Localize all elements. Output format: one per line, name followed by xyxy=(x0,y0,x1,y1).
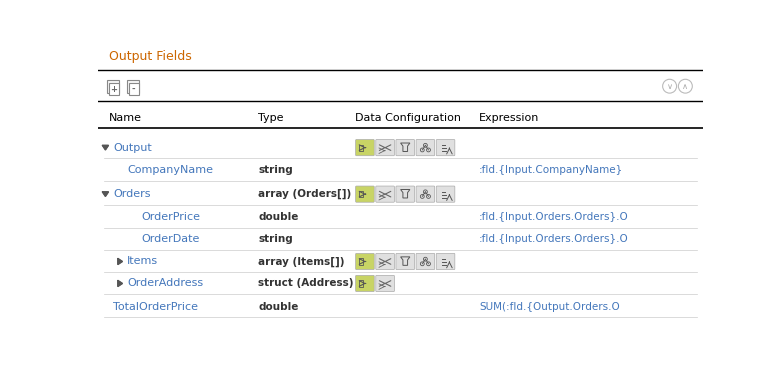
Text: CompanyName: CompanyName xyxy=(127,165,213,175)
Text: Output: Output xyxy=(113,143,152,153)
Text: +: + xyxy=(110,85,117,94)
Bar xyxy=(358,258,363,265)
Text: struct (Address): struct (Address) xyxy=(258,279,354,288)
Bar xyxy=(358,191,363,197)
FancyBboxPatch shape xyxy=(109,83,119,96)
FancyBboxPatch shape xyxy=(355,275,374,292)
Text: :fld.{Input.Orders.Orders}.O: :fld.{Input.Orders.Orders}.O xyxy=(479,234,629,244)
FancyBboxPatch shape xyxy=(396,186,415,202)
FancyBboxPatch shape xyxy=(396,139,415,156)
Text: Data Configuration: Data Configuration xyxy=(355,113,461,123)
Text: string: string xyxy=(258,234,293,244)
Text: ∧: ∧ xyxy=(683,82,688,91)
Text: array (Items[]): array (Items[]) xyxy=(258,256,344,266)
FancyBboxPatch shape xyxy=(106,80,119,93)
Text: OrderDate: OrderDate xyxy=(141,234,199,244)
Text: ∨: ∨ xyxy=(666,82,672,91)
Text: SUM(:fld.{Output.Orders.O: SUM(:fld.{Output.Orders.O xyxy=(479,302,619,311)
Text: OrderAddress: OrderAddress xyxy=(127,279,203,288)
Text: -: - xyxy=(132,85,135,94)
Polygon shape xyxy=(102,145,109,150)
Text: array (Orders[]): array (Orders[]) xyxy=(258,189,351,199)
FancyBboxPatch shape xyxy=(437,253,455,270)
Text: :fld.{Input.CompanyName}: :fld.{Input.CompanyName} xyxy=(479,165,623,175)
Text: Orders: Orders xyxy=(113,189,151,199)
Text: double: double xyxy=(258,302,298,311)
Text: TotalOrderPrice: TotalOrderPrice xyxy=(113,302,198,311)
FancyBboxPatch shape xyxy=(416,186,435,202)
FancyBboxPatch shape xyxy=(416,139,435,156)
Text: Name: Name xyxy=(109,113,141,123)
FancyBboxPatch shape xyxy=(376,139,394,156)
Text: Output Fields: Output Fields xyxy=(109,50,191,63)
FancyBboxPatch shape xyxy=(437,186,455,202)
Text: string: string xyxy=(258,165,293,175)
FancyBboxPatch shape xyxy=(355,139,374,156)
FancyBboxPatch shape xyxy=(129,83,139,96)
Circle shape xyxy=(662,79,676,93)
FancyBboxPatch shape xyxy=(355,186,374,202)
FancyBboxPatch shape xyxy=(376,253,394,270)
Bar xyxy=(358,280,363,287)
FancyBboxPatch shape xyxy=(376,275,394,292)
Circle shape xyxy=(679,79,692,93)
Polygon shape xyxy=(102,192,109,197)
Polygon shape xyxy=(118,280,123,287)
FancyBboxPatch shape xyxy=(376,186,394,202)
Text: OrderPrice: OrderPrice xyxy=(141,212,200,222)
FancyBboxPatch shape xyxy=(396,253,415,270)
FancyBboxPatch shape xyxy=(416,253,435,270)
Text: Type: Type xyxy=(258,113,284,123)
FancyBboxPatch shape xyxy=(437,139,455,156)
FancyBboxPatch shape xyxy=(127,80,139,93)
Bar xyxy=(358,145,363,151)
Text: Expression: Expression xyxy=(479,113,540,123)
Text: double: double xyxy=(258,212,298,222)
Polygon shape xyxy=(118,258,123,265)
Text: :fld.{Input.Orders.Orders}.O: :fld.{Input.Orders.Orders}.O xyxy=(479,212,629,222)
Text: Items: Items xyxy=(127,257,159,266)
FancyBboxPatch shape xyxy=(355,253,374,270)
